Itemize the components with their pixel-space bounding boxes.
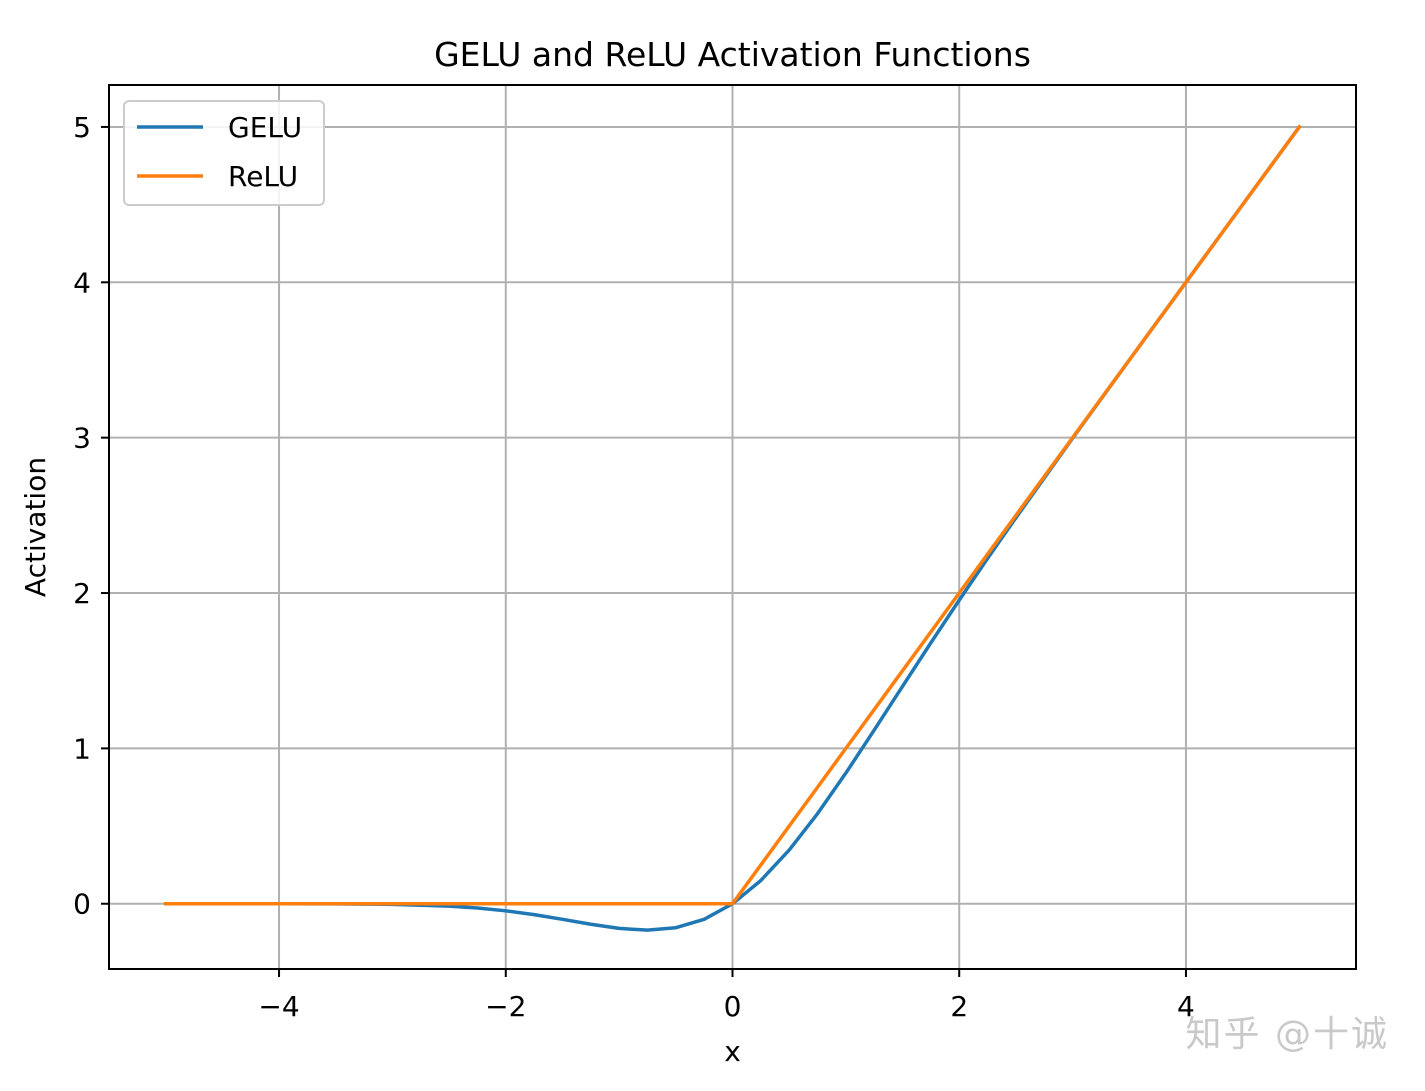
chart-title: GELU and ReLU Activation Functions [434, 35, 1031, 74]
y-axis-label: Activation [19, 457, 52, 597]
x-tick-label: 0 [724, 990, 742, 1023]
legend-label-gelu: GELU [228, 111, 302, 144]
y-tick-label: 4 [73, 266, 91, 299]
x-axis-label: x [724, 1035, 741, 1068]
y-tick-label: 2 [73, 577, 91, 610]
x-tick-label: 4 [1177, 990, 1195, 1023]
x-tick-label: −2 [485, 990, 526, 1023]
y-tick-label: 5 [73, 111, 91, 144]
axis-ticks: −4 −2 0 2 4 0 1 2 3 4 5 [73, 111, 1195, 1023]
gridlines [109, 85, 1356, 969]
series-lines [163, 124, 1302, 932]
y-tick-label: 1 [73, 732, 91, 765]
x-tick-label: 2 [950, 990, 968, 1023]
watermark: 知乎 @十诚 [1185, 1014, 1389, 1055]
y-tick-label: 3 [73, 422, 91, 455]
x-tick-label: −4 [258, 990, 299, 1023]
plot-frame [108, 84, 1357, 970]
y-tick-label: 0 [73, 888, 91, 921]
legend-label-relu: ReLU [228, 160, 298, 193]
legend: GELU ReLU [123, 100, 325, 206]
series-line-relu [163, 124, 1302, 906]
